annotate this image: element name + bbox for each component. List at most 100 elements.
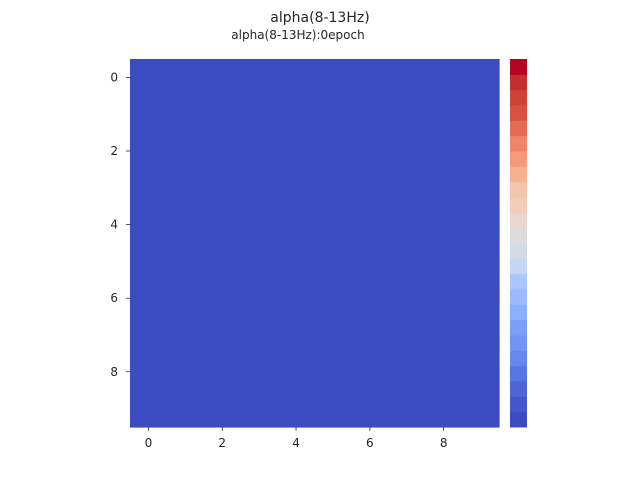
heatmap-cell (203, 390, 242, 428)
heatmap-cell (240, 243, 279, 281)
heatmap-cell (351, 279, 389, 318)
heatmap-cell (314, 95, 352, 134)
heatmap-cell (425, 279, 463, 318)
x-tick-label: 0 (145, 436, 153, 450)
heatmap-cell (462, 132, 500, 170)
colorbar-band (510, 166, 527, 183)
colorbar-band (510, 135, 527, 152)
heatmap-cell (277, 243, 316, 281)
heatmap-cell (388, 390, 426, 428)
figure-suptitle: alpha(8-13Hz) (270, 10, 369, 26)
heatmap-cell (425, 316, 463, 354)
colorbar-band (510, 181, 527, 198)
heatmap-cell (203, 95, 242, 134)
heatmap-cell (388, 316, 426, 354)
heatmap-cell (462, 95, 500, 134)
heatmap-cell (240, 206, 279, 244)
heatmap-cell (166, 132, 205, 170)
heatmap-cell (166, 243, 205, 281)
heatmap-cell (130, 279, 168, 318)
heatmap-cell (277, 59, 316, 97)
x-tick-label: 8 (440, 436, 448, 450)
heatmap-cell (388, 59, 426, 97)
heatmap-cell (425, 132, 463, 170)
heatmap-cell (130, 316, 168, 354)
heatmap-cell (425, 206, 463, 244)
heatmap-cell (240, 390, 279, 428)
colorbar-band (510, 411, 527, 428)
x-axis: 0 2 4 6 8 (145, 427, 448, 450)
heatmap-cell (314, 169, 352, 207)
heatmap-cell (425, 59, 463, 97)
heatmap-cell (203, 132, 242, 170)
heatmap-cell (166, 279, 205, 318)
heatmap-cell (388, 169, 426, 207)
heatmap-cell (130, 59, 168, 97)
heatmap-cell (425, 169, 463, 207)
colorbar-band (510, 289, 527, 305)
colorbar-band (510, 381, 527, 397)
heatmap-cell (130, 353, 168, 391)
x-tick-label: 2 (218, 436, 226, 450)
heatmap-cell (203, 316, 242, 354)
heatmap-cell (351, 316, 389, 354)
heatmap-cell (351, 390, 389, 428)
heatmap-cell (314, 243, 352, 281)
colorbar-band (510, 350, 527, 367)
heatmap-cell (388, 132, 426, 170)
heatmap-cell (314, 316, 352, 354)
heatmap-cell (462, 279, 500, 318)
heatmap-cell (314, 279, 352, 318)
heatmap-cell (166, 169, 205, 207)
heatmap-cell (351, 59, 389, 97)
heatmap-cell (425, 243, 463, 281)
heatmap-cell (240, 279, 279, 318)
heatmap-cell (130, 243, 168, 281)
colorbar-band (510, 243, 527, 259)
y-axis: 0 2 4 6 8 (110, 70, 130, 379)
heatmap-cell (425, 353, 463, 391)
colorbar-band (510, 212, 527, 229)
colorbar-band (510, 258, 527, 275)
heatmap-cell (240, 353, 279, 391)
heatmap-cell (277, 316, 316, 354)
colorbar-band (510, 89, 527, 106)
colorbar-band (510, 59, 527, 75)
heatmap-cell (351, 95, 389, 134)
heatmap-cell (203, 59, 242, 97)
heatmap-cell (388, 279, 426, 318)
heatmap-cell (277, 279, 316, 318)
y-tick-label: 8 (110, 365, 118, 379)
y-tick-label: 2 (110, 144, 118, 158)
heatmap-cell (425, 95, 463, 134)
x-tick-label: 6 (366, 436, 374, 450)
heatmap-cell (388, 206, 426, 244)
heatmap-cell (314, 206, 352, 244)
heatmap-cell (462, 59, 500, 97)
heatmap-cell (277, 169, 316, 207)
heatmap-cell (277, 353, 316, 391)
heatmap-cell (277, 132, 316, 170)
heatmap-cell (240, 95, 279, 134)
heatmap-cell (130, 132, 168, 170)
x-tick-label: 4 (292, 436, 300, 450)
colorbar-band (510, 227, 527, 244)
heatmap-cell (425, 390, 463, 428)
colorbar-band (510, 120, 527, 137)
colorbar-band (510, 74, 527, 91)
heatmap-cell (166, 353, 205, 391)
y-tick-label: 4 (110, 218, 118, 232)
colorbar-band (510, 304, 527, 321)
heatmap-cell (130, 206, 168, 244)
heatmap-cell (166, 95, 205, 134)
heatmap-cell (388, 243, 426, 281)
heatmap-cell (351, 243, 389, 281)
heatmap-cell (203, 243, 242, 281)
heatmap-cell (240, 132, 279, 170)
heatmap-cell (240, 316, 279, 354)
axes-title: alpha(8-13Hz):0epoch (231, 28, 364, 42)
y-tick-label: 6 (110, 291, 118, 305)
heatmap-cell (351, 353, 389, 391)
heatmap-cell (351, 206, 389, 244)
